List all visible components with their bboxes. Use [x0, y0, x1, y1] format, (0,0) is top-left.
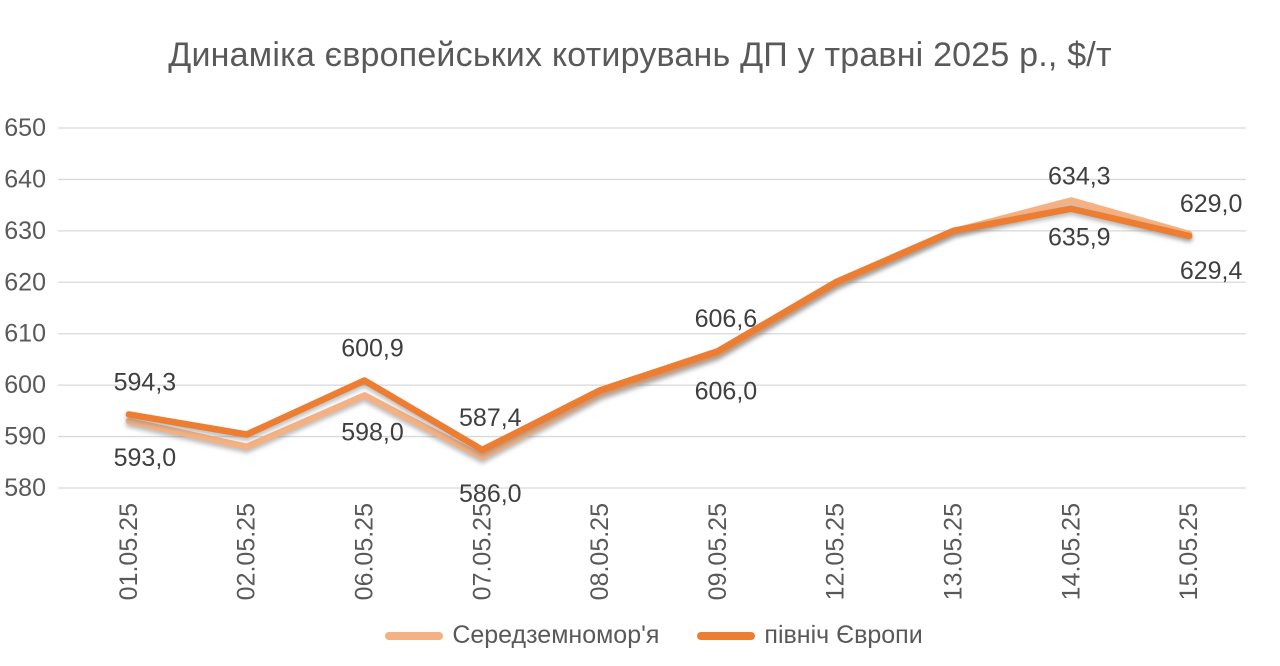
- legend: Середземномор'я північ Європи: [14, 621, 1280, 650]
- y-tick-label: 620: [4, 268, 46, 296]
- data-label: 606,6: [695, 305, 758, 333]
- y-tick-label: 630: [4, 217, 46, 245]
- x-tick-label: 12.05.25: [822, 503, 850, 600]
- data-label: 634,3: [1048, 163, 1111, 191]
- data-label: 594,3: [114, 368, 177, 396]
- legend-label-north-europe: північ Європи: [764, 621, 923, 649]
- legend-swatch-north-europe-icon: [697, 631, 756, 640]
- x-tick-label: 15.05.25: [1175, 503, 1203, 600]
- data-label: 629,0: [1180, 190, 1243, 218]
- legend-item-north-europe: північ Європи: [697, 621, 923, 650]
- chart-title: Динаміка європейських котирувань ДП у тр…: [168, 36, 1112, 74]
- y-tick-label: 640: [4, 165, 46, 193]
- series-line-mediterranean: [125, 197, 1193, 461]
- y-tick-label: 610: [4, 320, 46, 348]
- x-tick-label: 01.05.25: [115, 503, 143, 600]
- y-tick-label: 600: [4, 371, 46, 399]
- x-tick-label: 13.05.25: [940, 503, 968, 600]
- x-tick-label: 08.05.25: [586, 503, 614, 600]
- series-line-north-europe: [125, 205, 1193, 454]
- y-tick-label: 650: [4, 114, 46, 142]
- plot-area: 580 590 600 610 620 630 640 650 01.05.25 02.05.25…: [4, 114, 1246, 600]
- data-label: 586,0: [459, 480, 522, 508]
- y-tick-label: 580: [4, 474, 46, 502]
- y-tick-label: 590: [4, 423, 46, 451]
- legend-item-mediterranean: Середземномор'я: [385, 621, 659, 650]
- data-label: 600,9: [341, 335, 404, 363]
- x-tick-label: 07.05.25: [468, 503, 496, 600]
- x-tick-label: 14.05.25: [1057, 503, 1085, 600]
- data-label: 629,4: [1180, 257, 1243, 285]
- legend-swatch-mediterranean-icon: [385, 631, 444, 640]
- legend-label-mediterranean: Середземномор'я: [452, 621, 660, 649]
- data-label: 598,0: [341, 418, 404, 446]
- x-tick-label: 09.05.25: [704, 503, 732, 600]
- x-tick-label: 06.05.25: [351, 503, 379, 600]
- data-label: 593,0: [114, 444, 177, 472]
- data-label: 587,4: [459, 404, 522, 432]
- x-tick-label: 02.05.25: [233, 503, 261, 600]
- data-label: 606,0: [695, 377, 758, 405]
- data-label: 635,9: [1048, 224, 1111, 252]
